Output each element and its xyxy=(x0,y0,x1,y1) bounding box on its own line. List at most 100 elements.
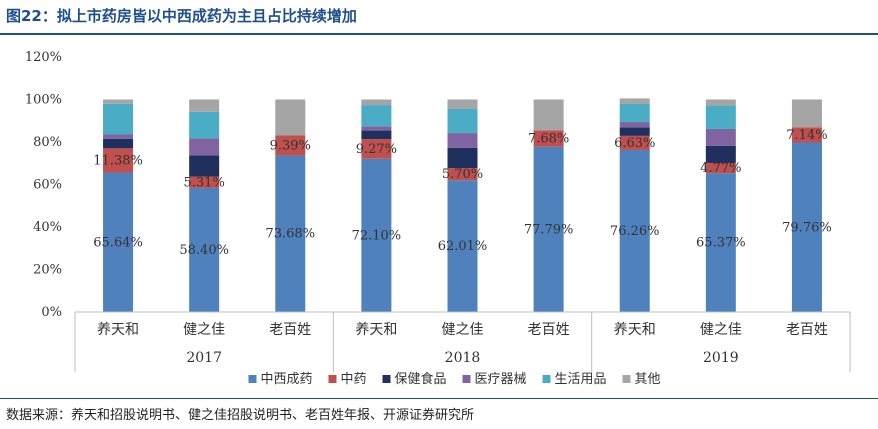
bar-segment xyxy=(619,135,650,150)
legend-swatch xyxy=(462,375,471,383)
data-label: 62.01% xyxy=(438,239,488,254)
data-label: 7.14% xyxy=(786,128,827,143)
data-label: 9.39% xyxy=(270,138,311,153)
data-label: 9.27% xyxy=(356,142,397,157)
legend-swatch xyxy=(248,375,257,383)
year-label: 2019 xyxy=(703,350,739,366)
bar-segment xyxy=(619,122,650,128)
title-underline xyxy=(0,33,878,35)
bar-segment xyxy=(103,99,134,104)
legend: 中西成药 中药 保健食品 医疗器械 生活用品 其他 xyxy=(248,371,661,387)
bar-segment xyxy=(705,162,736,174)
legend-swatch xyxy=(622,375,631,383)
figure-title: 图22：拟上市药房皆以中西成药为主且占比持续增加 xyxy=(6,7,357,25)
bar-segment xyxy=(275,135,306,156)
bar-segment xyxy=(533,99,564,131)
bar-segment xyxy=(705,145,736,163)
bar-segment xyxy=(361,99,392,106)
legend-label: 中药 xyxy=(341,372,367,387)
source-note: 数据来源：养天和招股说明书、健之佳招股说明书、老百姓年报、开源证券研究所 xyxy=(6,408,475,423)
bar-segment xyxy=(103,134,134,139)
bar-segment xyxy=(103,172,134,312)
bar-segment xyxy=(619,98,650,104)
legend-label: 中西成药 xyxy=(261,372,313,387)
legend-swatch xyxy=(328,375,337,383)
bar-segment xyxy=(447,108,478,134)
category-label: 养天和 xyxy=(97,322,139,338)
bar-segment xyxy=(189,187,220,312)
bar-segment xyxy=(361,105,392,127)
bar-segment xyxy=(447,180,478,312)
legend-swatch xyxy=(542,375,551,383)
y-tick-label: 120% xyxy=(25,50,62,65)
data-labels: 65.64% 11.38% 58.40% 5.31% 73.68% 9.39% 72.10%… xyxy=(93,128,831,258)
category-label: 健之佳 xyxy=(700,322,742,338)
legend-swatch xyxy=(382,375,391,383)
bar-segment xyxy=(361,130,392,140)
bar-segment xyxy=(619,127,650,136)
y-tick-label: 60% xyxy=(33,178,62,193)
category-label: 老百姓 xyxy=(269,322,311,338)
bar-segment xyxy=(361,158,392,312)
bar-segment xyxy=(447,99,478,109)
data-label: 77.79% xyxy=(524,222,574,237)
y-tick-label: 100% xyxy=(25,93,62,108)
bar-segment xyxy=(275,155,306,312)
bar-segment xyxy=(533,146,564,312)
data-label: 58.40% xyxy=(179,243,229,258)
bar-segment xyxy=(189,176,220,188)
bar-segment xyxy=(705,99,736,106)
bar-segment xyxy=(447,168,478,181)
y-tick-label: 0% xyxy=(41,305,62,320)
category-axis: 养天和 健之佳 老百姓 2017 养天和 健之佳 老百姓 2018 养天和 健之佳 老百姓 2019 xyxy=(74,311,851,372)
data-label: 5.70% xyxy=(442,167,483,182)
source-rule xyxy=(0,398,878,399)
data-label: 72.10% xyxy=(352,228,402,243)
category-label: 健之佳 xyxy=(442,322,484,338)
legend-label: 医疗器械 xyxy=(475,372,527,387)
legend-label: 其他 xyxy=(635,372,661,387)
category-label: 养天和 xyxy=(355,322,397,338)
y-axis-ticks: 0% 20% 40% 60% 80% 100% 120% xyxy=(25,50,62,320)
legend-label: 保健食品 xyxy=(395,371,447,387)
data-label: 11.38% xyxy=(93,153,143,168)
bars xyxy=(103,98,822,312)
data-label: 4.77% xyxy=(700,161,741,176)
category-label: 健之佳 xyxy=(183,322,225,338)
bar-segment xyxy=(447,147,478,169)
year-label: 2017 xyxy=(186,350,222,366)
bar-segment xyxy=(189,155,220,177)
bar-segment xyxy=(791,142,822,312)
bar-segment xyxy=(619,103,650,123)
bar-segment xyxy=(103,138,134,149)
bar-segment xyxy=(189,111,220,139)
bar-segment xyxy=(103,103,134,135)
category-label: 老百姓 xyxy=(528,322,570,338)
y-tick-label: 80% xyxy=(33,135,62,150)
bar-segment xyxy=(791,127,822,143)
legend-label: 生活用品 xyxy=(555,372,607,387)
bar-segment xyxy=(533,130,564,147)
bar-segment xyxy=(189,99,220,112)
data-label: 65.37% xyxy=(696,236,746,251)
category-label: 老百姓 xyxy=(786,322,828,338)
data-label: 65.64% xyxy=(93,235,143,250)
bar-segment xyxy=(705,105,736,129)
category-label: 养天和 xyxy=(614,322,656,338)
data-label: 5.31% xyxy=(184,175,225,190)
bar-segment xyxy=(361,139,392,159)
bar-segment xyxy=(103,148,134,173)
data-label: 76.26% xyxy=(610,224,660,239)
bar-segment xyxy=(275,99,306,136)
bar-segment xyxy=(619,149,650,312)
bar-segment xyxy=(705,128,736,146)
data-label: 7.68% xyxy=(528,132,569,147)
y-tick-label: 40% xyxy=(33,220,62,235)
year-label: 2018 xyxy=(445,350,481,366)
bar-segment xyxy=(791,99,822,128)
bar-segment xyxy=(447,133,478,148)
bar-segment xyxy=(189,138,220,156)
bar-segment xyxy=(361,126,392,131)
data-label: 73.68% xyxy=(265,227,315,242)
